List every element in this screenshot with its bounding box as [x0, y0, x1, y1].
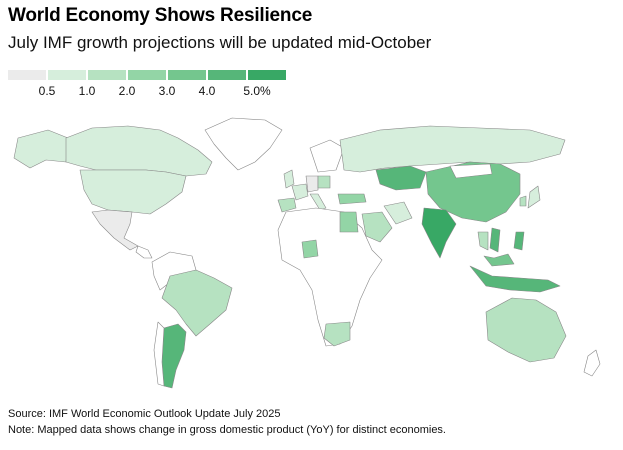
- region-philippines: [513, 231, 525, 251]
- legend-swatch: [88, 70, 126, 80]
- legend-swatch: [8, 70, 46, 80]
- chart-title: World Economy Shows Resilience: [8, 5, 313, 26]
- region-greenland: [204, 117, 283, 171]
- region-japan: [527, 185, 541, 209]
- region-australia: [485, 297, 567, 363]
- chart-subtitle: July IMF growth projections will be upda…: [8, 33, 432, 52]
- region-china: [425, 161, 521, 223]
- region-kazakhstan: [375, 165, 427, 191]
- region-brazil: [161, 269, 233, 337]
- region-saudi-arabia: [361, 211, 393, 243]
- region-italy: [309, 193, 327, 211]
- legend-label: 4.0: [198, 84, 216, 98]
- legend-swatch: [248, 70, 286, 80]
- region-poland: [317, 175, 331, 189]
- legend-label: 3.0: [158, 84, 176, 98]
- region-united-states: [79, 169, 187, 215]
- region-iran: [383, 201, 413, 225]
- color-legend: 0.5 1.0 2.0 3.0 4.0 5.0%: [8, 70, 288, 110]
- legend-label: 0.5: [38, 84, 56, 98]
- region-mongolia: [449, 163, 493, 179]
- region-france: [291, 183, 309, 201]
- region-spain: [277, 197, 297, 213]
- data-note: Note: Mapped data shows change in gross …: [8, 424, 446, 436]
- region-germany: [305, 175, 319, 193]
- legend-swatch: [128, 70, 166, 80]
- legend-swatch: [208, 70, 246, 80]
- region-central-america: [135, 245, 153, 259]
- region-russia: [339, 125, 566, 173]
- region-canada: [65, 125, 213, 177]
- region-argentina: [161, 323, 187, 389]
- region-scandinavia: [309, 139, 345, 173]
- region-south-africa: [323, 321, 351, 347]
- legend-swatch: [168, 70, 206, 80]
- world-map: [13, 117, 601, 389]
- region-india: [421, 207, 457, 259]
- region-nigeria: [301, 239, 319, 259]
- region-new-zealand: [583, 349, 601, 377]
- legend-label: 2.0: [118, 84, 136, 98]
- region-turkey: [337, 193, 367, 205]
- region-malaysia: [483, 253, 515, 267]
- legend-label: 5.0%: [243, 84, 271, 98]
- region-thailand: [477, 231, 489, 251]
- region-vietnam: [489, 227, 501, 253]
- legend-label: 1.0: [78, 84, 96, 98]
- region-chile: [153, 321, 165, 387]
- region-mexico: [91, 209, 139, 251]
- source-note: Source: IMF World Economic Outlook Updat…: [8, 408, 281, 420]
- region-south-korea: [519, 195, 527, 207]
- region-indonesia: [469, 265, 561, 293]
- region-united-kingdom: [283, 169, 295, 189]
- region-egypt: [339, 211, 359, 233]
- region-alaska: [13, 129, 69, 169]
- legend-swatch: [48, 70, 86, 80]
